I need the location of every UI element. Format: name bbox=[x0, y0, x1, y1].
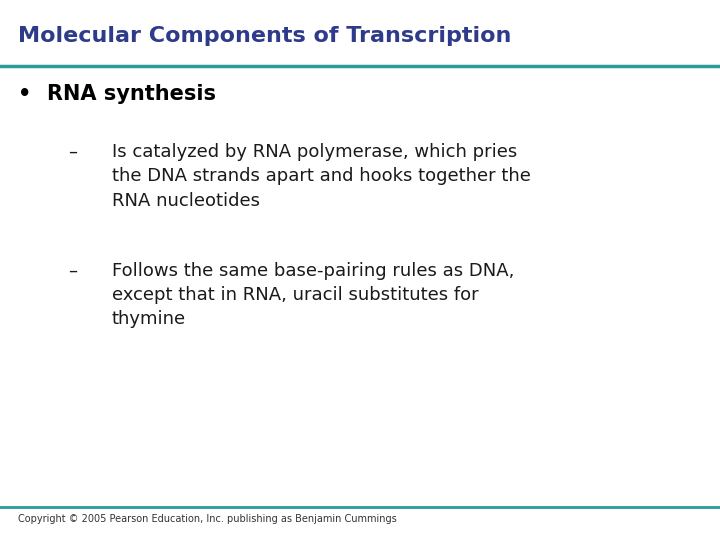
Text: Copyright © 2005 Pearson Education, Inc. publishing as Benjamin Cummings: Copyright © 2005 Pearson Education, Inc.… bbox=[18, 514, 397, 524]
Text: –: – bbox=[68, 262, 78, 280]
Text: Is catalyzed by RNA polymerase, which pries
the DNA strands apart and hooks toge: Is catalyzed by RNA polymerase, which pr… bbox=[112, 143, 531, 210]
Text: Follows the same base-pairing rules as DNA,
except that in RNA, uracil substitut: Follows the same base-pairing rules as D… bbox=[112, 262, 514, 328]
Text: Molecular Components of Transcription: Molecular Components of Transcription bbox=[18, 26, 511, 46]
Text: RNA synthesis: RNA synthesis bbox=[47, 84, 216, 104]
Text: •: • bbox=[18, 84, 32, 104]
Text: –: – bbox=[68, 143, 78, 161]
